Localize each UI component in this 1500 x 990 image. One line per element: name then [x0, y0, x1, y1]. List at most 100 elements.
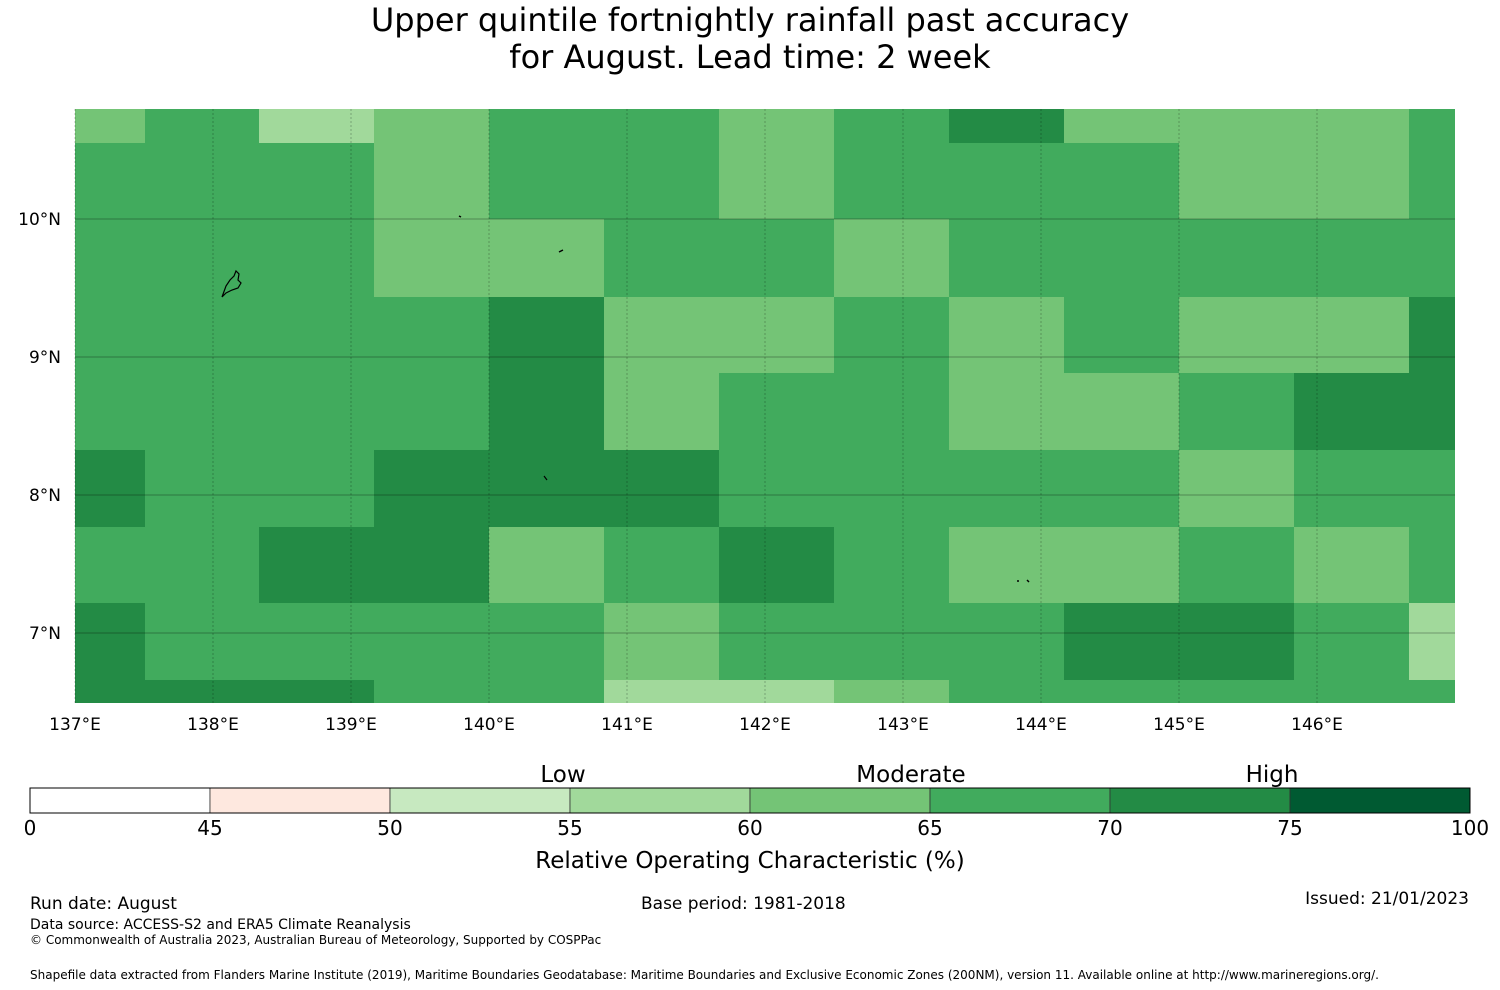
lon-tick-label: 143°E [877, 715, 929, 735]
map-cell [1179, 603, 1294, 680]
map-cell [489, 373, 604, 450]
lat-tick-label: 9°N [29, 348, 61, 368]
map-cell [374, 680, 489, 703]
map-cell [1409, 373, 1455, 450]
map-cell [75, 603, 145, 680]
map-cell [1409, 143, 1455, 219]
map-cell [719, 527, 834, 603]
island-woleai [1017, 579, 1030, 583]
map-cell [1409, 297, 1455, 373]
map-cell [604, 680, 719, 703]
lon-tick-label: 146°E [1291, 715, 1343, 735]
colorbar-category-label: High [1246, 762, 1299, 788]
map-cell [1294, 297, 1409, 373]
map-cell [834, 680, 949, 703]
roc-map: 137°E 138°E 139°E 140°E 141°E 142°E 143°E 144°E… [18, 109, 1489, 874]
map-cell [1179, 109, 1294, 143]
data-source: Data source: ACCESS-S2 and ERA5 Climate … [30, 917, 411, 933]
map-cell [834, 219, 949, 297]
map-cell [145, 219, 259, 297]
map-cell [489, 109, 604, 143]
map-cell [489, 680, 604, 703]
map-cell [145, 373, 259, 450]
map-cell [1294, 527, 1409, 603]
map-cell [489, 219, 604, 297]
map-cell [374, 297, 489, 373]
map-cell [1409, 450, 1455, 527]
colorbar-tick-label: 70 [1097, 816, 1122, 840]
issued-date: Issued: 21/01/2023 [1305, 889, 1469, 909]
map-cell [1179, 219, 1294, 297]
map-cell [1064, 527, 1179, 603]
map-cell [489, 297, 604, 373]
map-cell [604, 297, 719, 373]
map-cell [1064, 109, 1179, 143]
map-cell [1294, 143, 1409, 219]
island-sorol [543, 475, 548, 481]
map-cell [719, 109, 834, 143]
shapefile-credit: Shapefile data extracted from Flanders M… [30, 968, 1379, 982]
colorbar-tick-label: 55 [557, 816, 582, 840]
map-cell [1179, 527, 1294, 603]
colorbar-segment [1289, 787, 1471, 814]
map-cell [834, 297, 949, 373]
lon-tick-label: 142°E [739, 715, 791, 735]
map-cell [145, 109, 259, 143]
map-cell [949, 219, 1064, 297]
map-cell [1409, 603, 1455, 680]
map-cell [1294, 219, 1409, 297]
longitude-tick-labels: 137°E 138°E 139°E 140°E 141°E 142°E 143°E 144°E… [49, 715, 1343, 735]
map-cell [834, 450, 949, 527]
map-cell [1294, 109, 1409, 143]
map-cell [1294, 373, 1409, 450]
map-cell [949, 297, 1064, 373]
colorbar-category-label: Low [540, 762, 585, 788]
map-cell [75, 373, 145, 450]
map-cell [719, 373, 834, 450]
colorbar-tick-label: 60 [737, 816, 762, 840]
map-cell [374, 603, 489, 680]
map-cell [834, 527, 949, 603]
map-cell [949, 109, 1064, 143]
map-cell [145, 297, 259, 373]
map-cell [719, 450, 834, 527]
map-cell [1064, 373, 1179, 450]
map-cell [75, 680, 145, 703]
map-cell [1179, 143, 1294, 219]
colorbar-tick-label: 45 [197, 816, 222, 840]
lon-tick-label: 145°E [1153, 715, 1205, 735]
map-title-line-1: Upper quintile fortnightly rainfall past… [370, 1, 1130, 39]
map-cell [259, 450, 374, 527]
map-cell [259, 109, 374, 143]
lon-tick-label: 141°E [601, 715, 653, 735]
map-cell [1409, 527, 1455, 603]
map-cell [604, 109, 719, 143]
map-cell [374, 143, 489, 219]
map-cells [75, 109, 1455, 703]
colorbar-segment [1109, 787, 1291, 814]
map-cell [604, 527, 719, 603]
map-cell [75, 109, 145, 143]
map-cell [834, 603, 949, 680]
map-cell [604, 219, 719, 297]
map-cell [145, 680, 374, 703]
map-cell [1179, 373, 1294, 450]
island-ngulu [458, 215, 462, 218]
map-cell [489, 527, 604, 603]
map-cell [259, 527, 374, 603]
map-cell [719, 603, 834, 680]
map-cell [949, 373, 1064, 450]
latitude-tick-labels: 10°N 9°N 8°N 7°N [18, 210, 61, 644]
map-cell [1064, 143, 1179, 219]
map-cell [949, 527, 1064, 603]
colorbar-category-label: Moderate [856, 762, 965, 788]
map-cell [834, 373, 949, 450]
map-cell [75, 219, 145, 297]
map-cell [604, 143, 719, 219]
colorbar-legend: 0 45 50 55 60 65 70 75 100 Low Moderate High Relativ… [24, 762, 1489, 874]
map-cell [259, 373, 374, 450]
lon-tick-label: 140°E [463, 715, 515, 735]
colorbar-tick-label: 65 [917, 816, 942, 840]
map-cell [75, 297, 145, 373]
map-cell [489, 603, 604, 680]
